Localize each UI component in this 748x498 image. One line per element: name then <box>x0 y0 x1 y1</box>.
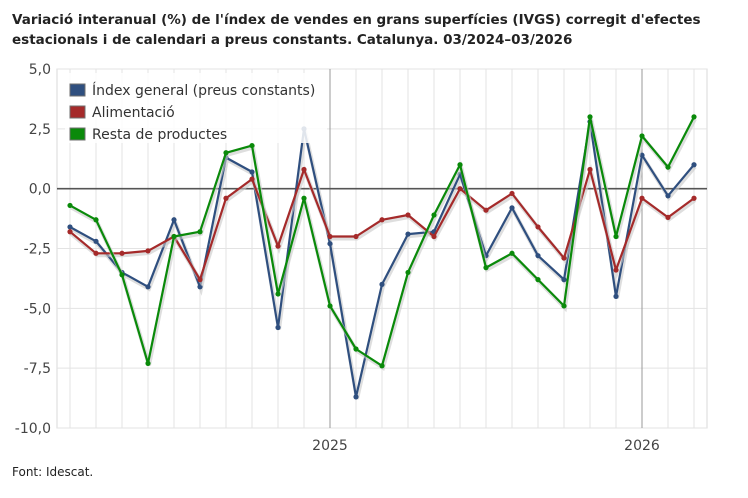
data-point <box>561 303 567 309</box>
data-point <box>223 195 229 201</box>
data-point <box>353 394 359 400</box>
data-point <box>119 272 125 278</box>
data-point <box>301 166 307 173</box>
y-tick-label: -2,5 <box>24 242 51 258</box>
data-point <box>405 231 411 237</box>
data-point <box>561 255 567 261</box>
y-tick-label: -7,5 <box>24 361 51 377</box>
data-point <box>197 277 203 283</box>
x-tick-label: 2026 <box>624 438 660 454</box>
data-point <box>223 150 229 156</box>
data-point <box>275 324 281 331</box>
y-tick-label: 2,5 <box>29 122 51 138</box>
data-point <box>665 193 671 199</box>
data-point <box>275 243 281 249</box>
data-point <box>691 162 697 168</box>
data-point <box>639 133 645 139</box>
chart-title: Variació interanual (%) de l'índex de ve… <box>12 12 701 48</box>
data-point <box>691 195 697 201</box>
data-point <box>457 186 463 192</box>
data-point <box>431 233 437 240</box>
data-point <box>535 253 541 259</box>
data-point <box>613 293 619 299</box>
source-note: Font: Idescat. <box>12 465 94 479</box>
data-point <box>665 164 671 170</box>
data-point <box>145 248 151 254</box>
data-point <box>405 269 411 276</box>
data-point <box>67 229 73 235</box>
data-point <box>171 217 177 223</box>
legend-swatch <box>69 83 86 97</box>
data-point <box>665 214 671 220</box>
data-point <box>379 281 385 287</box>
data-point <box>431 212 437 218</box>
data-point <box>275 291 281 297</box>
data-point <box>587 166 593 173</box>
data-point <box>67 202 73 209</box>
data-point <box>613 267 619 273</box>
data-point <box>405 212 411 218</box>
data-point <box>327 303 333 309</box>
legend-swatch <box>69 127 86 141</box>
x-tick-label: 2025 <box>312 438 348 454</box>
data-point <box>457 162 463 168</box>
data-point <box>509 250 515 256</box>
y-tick-label: 0,0 <box>29 182 51 198</box>
data-point <box>327 233 333 240</box>
y-tick-label: 5,0 <box>29 62 51 78</box>
data-point <box>93 250 99 256</box>
data-point <box>587 114 593 120</box>
y-tick-label: -5,0 <box>24 301 51 317</box>
data-point <box>145 360 151 366</box>
legend-swatch <box>69 105 86 119</box>
series-lines <box>67 114 697 400</box>
series-3 <box>67 114 697 371</box>
data-point <box>249 176 255 182</box>
legend: Índex general (preus constants) Alimentac… <box>65 73 327 143</box>
data-point <box>93 238 99 244</box>
data-point <box>379 363 385 369</box>
data-point <box>93 217 99 223</box>
data-point <box>301 195 307 201</box>
data-point <box>353 346 359 352</box>
data-point <box>145 284 151 290</box>
legend-label: Alimentació <box>92 105 175 121</box>
data-point <box>691 114 697 120</box>
data-point <box>249 142 255 149</box>
data-point <box>535 224 541 230</box>
data-point <box>171 233 177 240</box>
data-point <box>613 233 619 240</box>
data-point <box>67 224 73 230</box>
legend-label: Índex general (preus constants) <box>92 82 315 99</box>
data-point <box>509 205 515 211</box>
y-tick-label: -10,0 <box>15 421 51 437</box>
legend-box <box>65 73 327 143</box>
data-point <box>483 207 489 213</box>
data-point <box>379 217 385 223</box>
data-point <box>561 277 567 283</box>
data-point <box>639 195 645 201</box>
data-point <box>119 250 125 256</box>
data-point <box>509 190 515 197</box>
data-point <box>483 265 489 271</box>
data-point <box>197 229 203 235</box>
data-point <box>249 169 255 175</box>
data-point <box>327 241 333 247</box>
data-point <box>353 233 359 240</box>
data-point <box>535 277 541 283</box>
legend-label: Resta de productes <box>92 127 227 143</box>
